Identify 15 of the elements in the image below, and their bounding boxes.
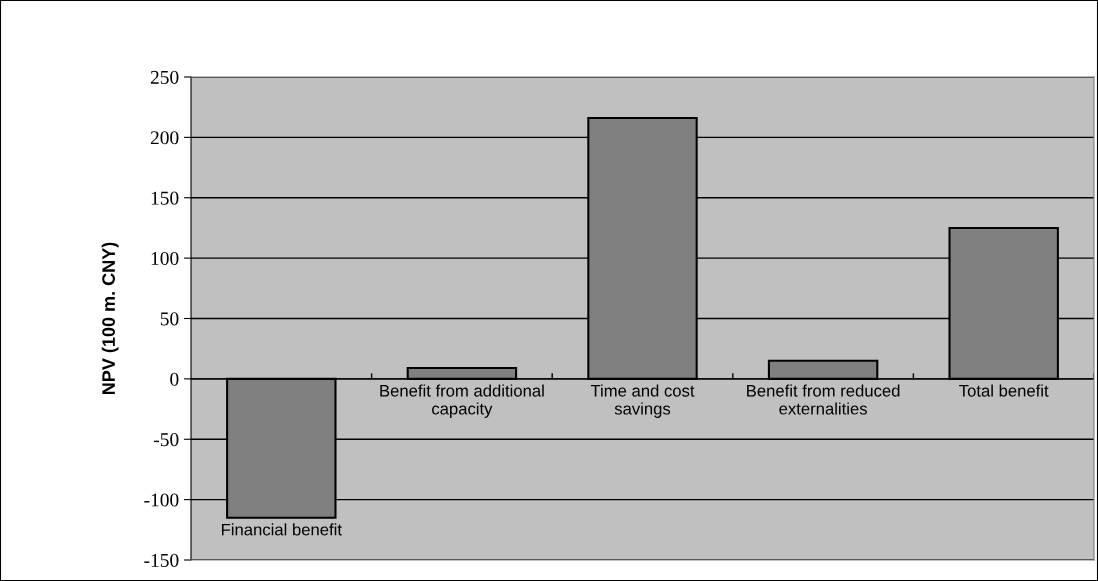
y-tick-label: 50 <box>160 312 179 326</box>
x-tick-label: Time and cost savings <box>590 384 695 418</box>
y-tick-label: -100 <box>144 493 179 507</box>
y-tick-label: -150 <box>144 553 179 567</box>
y-tick-label: 200 <box>150 131 179 145</box>
y-tick-label: 0 <box>170 372 179 386</box>
y-tick-label: 250 <box>150 70 179 84</box>
y-tick-label: 150 <box>151 191 179 205</box>
x-tick-label: Benefit from reduced externalities <box>747 384 900 415</box>
x-tick-label: Total benefit <box>959 384 1049 397</box>
x-tick-label: Financial benefit <box>221 523 342 536</box>
y-tick-label: -50 <box>154 433 179 447</box>
x-tick-label: Benefit from additional capacity <box>380 384 544 418</box>
y-axis-title: NPV (100 m. CNY) <box>101 242 119 395</box>
y-tick-label: 100 <box>151 251 179 266</box>
